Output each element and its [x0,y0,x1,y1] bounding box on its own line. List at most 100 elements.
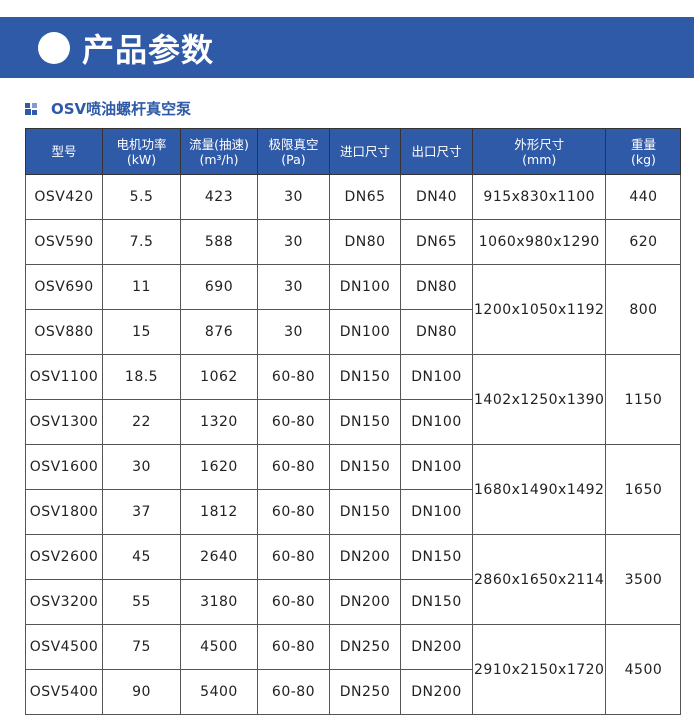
table-cell: DN100 [400,354,473,400]
table-cell: OSV1800 [25,489,103,535]
dimension-cell: 1402x1250x1390 [471,354,607,445]
section-banner: 产品参数 [0,17,694,78]
table-cell: 1320 [180,399,258,445]
table-cell: 18.5 [102,354,181,400]
table-cell: DN250 [329,669,401,715]
table-cell: DN100 [329,309,401,355]
table-cell: 60-80 [257,534,330,580]
table-cell: 1620 [180,444,258,490]
column-header: 型号 [25,128,103,175]
table-cell: DN65 [400,219,473,265]
table-cell: OSV590 [25,219,103,265]
table-cell: 60-80 [257,444,330,490]
table-cell: OSV880 [25,309,103,355]
table-cell: 30 [257,309,330,355]
table-cell: DN80 [329,219,401,265]
table-cell: 11 [102,264,181,310]
table-row: OSV1300 22 1320 60-80 DN150 DN100 [25,399,681,445]
table-header-row: 型号 电机功率 (kW) 流量(抽速) (m³/h) 极限真空 (Pa) 进口尺寸 出口尺寸 外形… [25,128,682,175]
header-unit: (kW) [126,151,157,167]
table-row: OSV4500 75 4500 60-80 DN250 DN200 2910x2150x17… [25,624,682,715]
header-label: 流量(抽速) [189,136,249,152]
circle-bullet-icon [38,31,70,64]
header-label: 型号 [51,144,77,159]
table-cell: 60-80 [257,489,330,535]
weight-cell: 440 [605,174,682,220]
header-label: 重量 [630,136,656,152]
header-label: 电机功率 [116,136,167,152]
table-cell: DN65 [329,174,401,220]
table-cell: 15 [102,309,181,355]
subtitle-text: OSV喷油螺杆真空泵 [51,100,192,118]
table-row: OSV3200 55 3180 60-80 DN200 DN150 [25,579,681,625]
table-cell: DN150 [400,579,473,625]
dimension-cell: 2860x1650x2114 [471,534,607,625]
table-cell: 4500 [180,624,258,670]
column-header: 流量(抽速) (m³/h) [180,128,258,175]
spec-table: 型号 电机功率 (kW) 流量(抽速) (m³/h) 极限真空 (Pa) 进口尺寸 出口尺寸 外形… [25,128,682,715]
table-cell: DN200 [329,534,401,580]
table-cell: 423 [180,174,258,220]
table-cell: DN200 [400,624,473,670]
table-cell: 1812 [180,489,258,535]
table-cell: DN150 [329,354,401,400]
weight-cell: 620 [605,219,682,265]
weight-cell: 800 [605,264,682,355]
table-cell: 5.5 [102,174,181,220]
column-header: 重量 (kg) [605,128,682,175]
table-cell: 30 [257,219,330,265]
table-cell: 55 [102,579,181,625]
weight-cell: 1150 [605,354,682,445]
table-row: OSV420 5.5 423 30 DN65 DN40 915x830x1100 440 [25,174,682,220]
table-cell: DN100 [400,444,473,490]
table-cell: OSV1100 [25,354,103,400]
table-cell: 30 [257,174,330,220]
table-cell: 60-80 [257,624,330,670]
table-cell: DN200 [329,579,401,625]
weight-cell: 4500 [605,624,682,715]
table-cell: 30 [257,264,330,310]
column-header: 出口尺寸 [400,128,473,175]
header-label: 极限真空 [268,136,319,152]
dimension-cell: 915x830x1100 [471,174,607,220]
table-cell: 2640 [180,534,258,580]
table-cell: OSV1600 [25,444,103,490]
table-cell: DN100 [400,399,473,445]
table-cell: DN40 [400,174,473,220]
product-subtitle: OSV喷油螺杆真空泵 [25,98,191,119]
banner-title: 产品参数 [82,30,215,69]
table-cell: OSV1300 [25,399,103,445]
table-cell: DN80 [400,264,473,310]
dimension-cell: 1200x1050x1192 [471,264,607,355]
table-cell: 60-80 [257,399,330,445]
table-cell: 22 [102,399,181,445]
header-unit: (Pa) [281,151,306,167]
table-cell: DN150 [329,489,401,535]
table-row: OSV2600 45 2640 60-80 DN200 DN150 2860x1650x21… [25,534,682,625]
table-cell: 60-80 [257,579,330,625]
table-cell: OSV4500 [25,624,103,670]
table-cell: 7.5 [102,219,181,265]
table-row: OSV5400 90 5400 60-80 DN250 DN200 [25,669,681,715]
table-cell: 30 [102,444,181,490]
table-cell: 876 [180,309,258,355]
table-cell: 45 [102,534,181,580]
table-cell: OSV5400 [25,669,103,715]
header-unit: (m³/h) [199,151,239,167]
table-cell: OSV690 [25,264,103,310]
table-cell: DN150 [329,399,401,445]
header-label: 进口尺寸 [339,144,390,159]
weight-cell: 3500 [605,534,682,625]
table-cell: 75 [102,624,181,670]
table-cell: DN250 [329,624,401,670]
table-cell: 90 [102,669,181,715]
table-cell: DN150 [400,534,473,580]
table-cell: OSV420 [25,174,103,220]
table-cell: DN150 [329,444,401,490]
dimension-cell: 2910x2150x1720 [471,624,607,715]
table-cell: 60-80 [257,354,330,400]
weight-cell: 1650 [605,444,682,535]
table-cell: DN80 [400,309,473,355]
table-row: OSV1800 37 1812 60-80 DN150 DN100 [25,489,681,535]
table-row: OSV1100 18.5 1062 60-80 DN150 DN100 1402x1250x… [25,354,682,445]
